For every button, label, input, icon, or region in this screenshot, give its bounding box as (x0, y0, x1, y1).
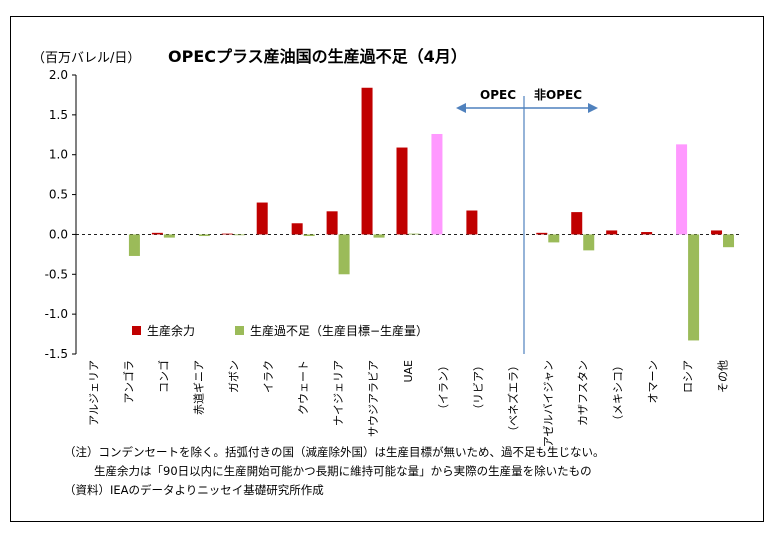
bar-shortfall (688, 234, 700, 341)
y-tick-label: 1.0 (49, 148, 68, 162)
bar-spare-capacity (431, 133, 443, 235)
x-tick-label: （リビア） (472, 360, 485, 415)
bar-shortfall (198, 234, 210, 237)
y-tick-label: -1.0 (45, 307, 68, 321)
x-tick-label: アゼルバイジャン (542, 360, 555, 447)
legend: 生産余力 生産過不足（生産目標−生産量） (132, 323, 428, 338)
opec-label: OPEC (480, 88, 516, 102)
y-tick-label: -0.5 (45, 267, 68, 281)
bar-spare-capacity (536, 232, 548, 235)
x-tick-label: カザフスタン (577, 360, 590, 426)
x-tick-label: その他 (717, 360, 730, 393)
bar-shortfall (373, 234, 385, 238)
note-line-2: 生産余力は「90日以内に生産開始可能かつ長期に維持可能な量」から実際の生産量を除… (94, 464, 592, 478)
x-axis: アルジェリア アンゴラ コンゴ 赤道ギニア ガボン イラク クウェート ナイジェリア サウジアラ… (87, 360, 729, 447)
bar-spare-capacity (291, 223, 303, 235)
bar-spare-capacity (711, 230, 723, 235)
x-tick-label: オマーン (647, 360, 660, 403)
bar-spare-capacity (396, 147, 408, 235)
non-opec-label: 非OPEC (534, 87, 582, 102)
x-tick-label: ガボン (227, 360, 240, 393)
unit-label: （百万バレル/日） (32, 51, 140, 66)
y-axis: 2.0 1.5 1.0 0.5 0.0 -0.5 -1.0 -1.5 (45, 68, 740, 361)
legend-label-spare-capacity: 生産余力 (147, 323, 195, 338)
bar-spare-capacity (466, 210, 478, 235)
x-tick-label: （イラン） (437, 360, 450, 415)
bar-shortfall (128, 234, 140, 256)
bar-shortfall (583, 234, 595, 251)
bar-shortfall (408, 233, 420, 235)
bar-shortfall (303, 234, 315, 237)
bar-spare-capacity (326, 211, 338, 235)
x-tick-label: ロシア (682, 360, 695, 393)
bar-shortfall (338, 234, 350, 275)
opec-annotation: OPEC 非OPEC (456, 87, 598, 354)
arrow-right-icon (588, 103, 598, 113)
legend-label-shortfall: 生産過不足（生産目標−生産量） (250, 323, 428, 338)
x-tick-label: アルジェリア (87, 360, 100, 426)
bars (128, 87, 735, 341)
x-tick-label: サウジアラビア (367, 360, 380, 437)
bar-shortfall (548, 234, 560, 243)
x-tick-label: （メキシコ） (612, 360, 625, 426)
legend-swatch-shortfall (235, 326, 244, 335)
bar-spare-capacity (606, 230, 618, 235)
y-tick-label: 2.0 (49, 68, 68, 82)
x-tick-label: アンゴラ (121, 360, 135, 404)
chart-frame (10, 16, 764, 522)
x-tick-label: コンゴ (156, 360, 170, 393)
y-tick-label: 1.5 (49, 108, 68, 122)
arrow-left-icon (456, 103, 466, 113)
x-tick-label: クウェート (297, 360, 310, 415)
x-tick-label: ナイジェリア (332, 360, 345, 426)
bar-spare-capacity (641, 232, 653, 235)
bar-spare-capacity (151, 232, 163, 235)
bar-spare-capacity (361, 87, 373, 235)
source-note: （資料）IEAのデータよりニッセイ基礎研究所作成 (64, 483, 324, 497)
legend-swatch-spare-capacity (132, 326, 141, 335)
y-tick-label: 0.0 (49, 227, 68, 241)
bar-spare-capacity (256, 202, 268, 235)
chart-title: OPECプラス産油国の生産過不足（4月） (168, 47, 467, 66)
bar-spare-capacity (676, 144, 688, 235)
bar-shortfall (233, 234, 245, 236)
note-line-1: （注）コンデンセートを除く。括弧付きの国（減産除外国）は生産目標が無いため、過不… (64, 445, 605, 459)
bar-spare-capacity (221, 233, 233, 235)
x-tick-label: （ベネズエラ） (506, 360, 520, 437)
bar-spare-capacity (571, 212, 583, 235)
bar-shortfall (163, 234, 175, 238)
x-tick-label: 赤道ギニア (191, 360, 205, 415)
x-tick-label: UAE (402, 360, 415, 383)
y-tick-label: 0.5 (49, 188, 68, 202)
bar-shortfall (723, 234, 735, 248)
y-tick-label: -1.5 (45, 347, 68, 361)
x-tick-label: イラク (262, 360, 275, 393)
